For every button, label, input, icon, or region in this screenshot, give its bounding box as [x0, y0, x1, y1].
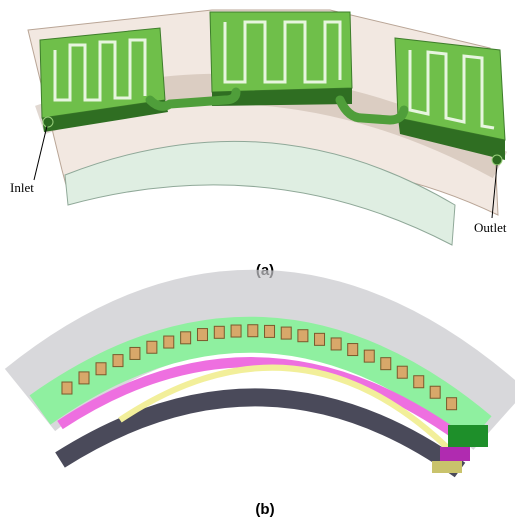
- panel-b-render: [30, 310, 500, 473]
- coil: [248, 325, 258, 337]
- figure: Inlet Outlet (a) (b): [0, 0, 515, 523]
- coil: [62, 382, 72, 394]
- outlet-label: Outlet: [474, 220, 507, 235]
- coil: [414, 376, 424, 388]
- coil: [430, 386, 440, 398]
- coil: [214, 326, 224, 338]
- coil: [265, 325, 275, 337]
- coil: [315, 333, 325, 345]
- caption-b: (b): [255, 501, 274, 518]
- inlet-label: Inlet: [10, 180, 34, 195]
- coil: [447, 398, 457, 410]
- end-block: [448, 425, 488, 447]
- coil: [397, 366, 407, 378]
- coil: [197, 329, 207, 341]
- end-block: [440, 447, 470, 461]
- coil: [147, 341, 157, 353]
- end-block: [432, 461, 462, 473]
- coil: [381, 358, 391, 370]
- page: Inlet Outlet (a) (b) (() => { const data…: [0, 0, 515, 523]
- coil: [231, 325, 241, 337]
- coil: [113, 355, 123, 367]
- coil: [348, 344, 358, 356]
- coil: [331, 338, 341, 350]
- inlet-port: [43, 117, 53, 127]
- coil: [96, 363, 106, 375]
- leader-line: [34, 126, 47, 180]
- coil: [130, 347, 140, 359]
- coil: [298, 330, 308, 342]
- coil: [281, 327, 291, 339]
- serpentine: [55, 40, 145, 100]
- panel-a-render: [28, 10, 505, 245]
- coil: [164, 336, 174, 348]
- coil: [364, 350, 374, 362]
- outlet-port: [492, 155, 502, 165]
- coil: [79, 372, 89, 384]
- cold-plate: [210, 12, 352, 92]
- coil: [181, 332, 191, 344]
